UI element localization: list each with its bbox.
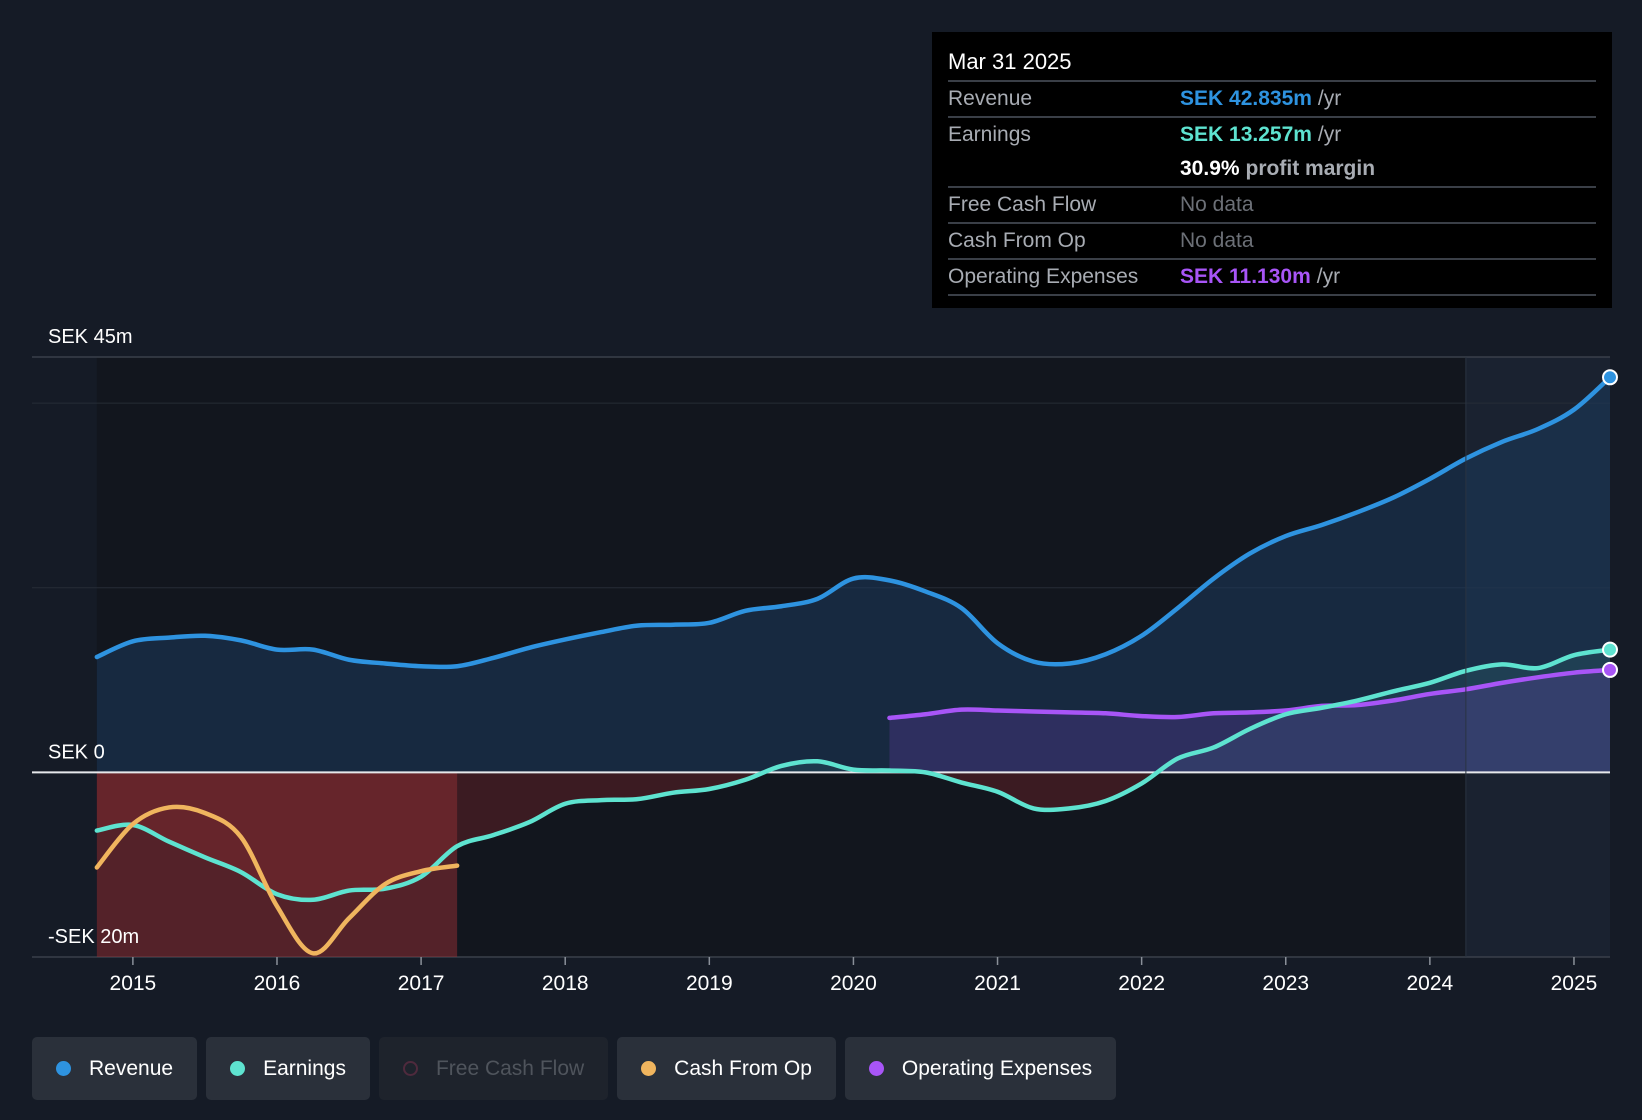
revenue-line: [94, 375, 1613, 670]
legend-item-free-cash-flow[interactable]: Free Cash Flow: [378, 1037, 609, 1100]
y-axis-label: SEK 0: [48, 741, 105, 763]
earnings-line: [94, 647, 1613, 903]
earnings-endpoint: [1602, 641, 1618, 658]
cash-from-op-area: [96, 773, 458, 957]
y-axis-label: -SEK 20m: [48, 926, 139, 948]
opex-line: [887, 667, 1613, 721]
legend-item-earnings[interactable]: Earnings: [206, 1037, 370, 1100]
cash-from-op-line: [94, 804, 460, 956]
legend-label: Operating Expenses: [901, 1056, 1093, 1080]
legend: Revenue Earnings Free Cash Flow Cash Fro…: [32, 1037, 1117, 1100]
legend-item-operating-expenses[interactable]: Operating Expenses: [844, 1037, 1117, 1100]
legend-dot-icon: [56, 1061, 71, 1076]
legend-dot-icon: [230, 1061, 246, 1076]
opex-endpoint: [1602, 661, 1618, 678]
tooltip-unit: /yr: [1317, 123, 1342, 146]
tooltip-label: Cash From Op: [948, 229, 1086, 252]
tooltip-date: Mar 31 2025: [948, 49, 1072, 74]
tooltip-nodata: No data: [1180, 229, 1254, 252]
legend-label: Revenue: [89, 1056, 174, 1080]
x-tick-label: 2022: [1118, 972, 1165, 995]
tooltip-row-margin: 30.9% profit margin: [948, 152, 1596, 186]
legend-dot-icon: [868, 1061, 884, 1076]
tooltip-label: Free Cash Flow: [948, 193, 1097, 216]
legend-dot-icon: [402, 1061, 418, 1076]
tooltip-panel: Mar 31 2025 Revenue SEK 42.835m /yr Earn…: [932, 32, 1612, 308]
x-tick-label: 2019: [686, 972, 733, 995]
tooltip-margin-value: 30.9%: [1180, 157, 1240, 180]
x-tick-label: 2023: [1262, 972, 1309, 995]
tooltip-divider: [948, 294, 1596, 296]
x-tick-label: 2020: [830, 972, 877, 995]
x-tick-label: 2017: [398, 972, 445, 995]
tooltip-label: Revenue: [948, 87, 1033, 110]
tooltip-unit: /yr: [1316, 265, 1341, 288]
tooltip-value-revenue: SEK 42.835m: [1180, 87, 1312, 110]
tooltip-label: Earnings: [948, 123, 1031, 146]
legend-dot-icon: [641, 1061, 657, 1076]
x-tick-label: 2021: [974, 972, 1021, 995]
tooltip-nodata: No data: [1180, 193, 1254, 216]
revenue-endpoint: [1602, 369, 1618, 386]
tooltip-row-opex: Operating Expenses SEK 11.130m /yr: [948, 258, 1596, 294]
tooltip-row-revenue: Revenue SEK 42.835m /yr: [948, 80, 1596, 116]
tooltip-label: Operating Expenses: [948, 265, 1139, 288]
revenue-area: [96, 377, 1610, 773]
legend-label: Cash From Op: [674, 1056, 812, 1080]
tooltip-row-fcf: Free Cash Flow No data: [948, 186, 1596, 222]
x-tick-label: 2016: [254, 972, 301, 995]
tooltip-row-cfo: Cash From Op No data: [948, 222, 1596, 258]
tooltip-value-opex: SEK 11.130m: [1180, 265, 1311, 288]
x-tick-label: 2015: [110, 972, 157, 995]
x-tick-label: 2025: [1551, 972, 1598, 995]
x-tick-label: 2018: [542, 972, 589, 995]
x-tick-label: 2024: [1407, 972, 1454, 995]
legend-label: Earnings: [263, 1056, 346, 1080]
tooltip-value-earnings: SEK 13.257m: [1180, 123, 1312, 146]
legend-item-cash-from-op[interactable]: Cash From Op: [617, 1037, 836, 1100]
legend-item-revenue[interactable]: Revenue: [32, 1037, 198, 1100]
tooltip-row-earnings: Earnings SEK 13.257m /yr: [948, 116, 1596, 152]
y-axis-label: SEK 45m: [48, 326, 132, 348]
tooltip-margin-label: profit margin: [1245, 157, 1376, 180]
earnings-positive-area: [96, 649, 1610, 773]
tooltip-unit: /yr: [1317, 87, 1342, 110]
legend-label: Free Cash Flow: [435, 1056, 585, 1080]
